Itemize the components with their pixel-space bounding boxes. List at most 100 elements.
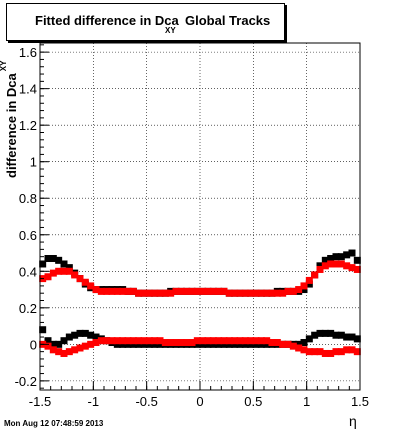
data-point [337,331,345,339]
data-point [44,337,52,345]
x-tick-label: 0 [196,394,203,409]
data-point [343,262,351,270]
data-point [65,264,73,272]
data-point [55,348,63,356]
data-point [252,289,260,297]
data-point [337,260,345,268]
data-point [332,331,340,339]
data-point [92,286,100,294]
data-point [103,287,111,295]
x-tick-label: -0.5 [135,394,157,409]
y-axis-label-text: difference in Dca [4,73,19,178]
data-point [257,340,265,348]
data-point [305,348,313,356]
data-point [55,267,63,275]
data-point [353,256,361,264]
data-point [300,339,308,347]
data-point [353,335,361,343]
data-point [188,287,196,295]
y-tick-label: 0.2 [19,301,37,316]
data-point [247,289,255,297]
data-point [225,289,233,297]
x-tick-label: 0.5 [244,394,262,409]
data-point [124,340,132,348]
data-point [321,329,329,337]
data-point [257,289,265,297]
data-point [199,337,207,345]
data-point [145,289,153,297]
data-point [65,267,73,275]
chart-title-prefix: Fitted difference in Dca [35,13,179,28]
data-point [209,340,217,348]
data-point [327,349,335,357]
data-point [247,337,255,345]
data-point [177,287,185,295]
data-point [273,289,281,297]
y-tick-label: 0.4 [19,264,37,279]
data-point [321,262,329,270]
x-tick-label: -1 [88,394,100,409]
data-point [273,339,281,347]
data-point [289,287,297,295]
data-point [225,340,233,348]
data-point [215,287,223,295]
data-point [97,287,105,295]
data-point [220,287,228,295]
data-point [279,340,287,348]
data-point [236,289,244,297]
data-point [204,337,212,345]
data-point [76,329,84,337]
data-point [60,337,68,345]
data-point [55,340,63,348]
data-point [268,289,276,297]
data-point [103,337,111,345]
data-point [97,337,105,345]
data-point [151,340,159,348]
y-tick-label: 1.2 [19,118,37,133]
data-point [129,287,137,295]
data-point [220,340,228,348]
data-point [81,329,89,337]
timestamp-footer: Mon Aug 12 07:48:59 2013 [4,419,104,428]
data-point [124,337,132,345]
data-point [348,333,356,341]
data-point [337,253,345,261]
data-point [316,265,324,273]
data-point [327,329,335,337]
data-point [188,339,196,347]
data-point [353,348,361,356]
data-point [327,260,335,268]
data-point [49,255,57,263]
data-point [183,339,191,347]
data-point [145,340,153,348]
data-point [124,287,132,295]
data-point [220,337,228,345]
data-point [199,287,207,295]
data-point [268,339,276,347]
data-point [49,346,57,354]
title-box: Fitted difference in Dca XY Global Track… [6,3,285,41]
data-point [119,340,127,348]
x-tick-label: -1.5 [29,394,51,409]
data-point [343,333,351,341]
data-point [289,342,297,350]
data-point [44,255,52,263]
data-point [316,348,324,356]
data-point [247,340,255,348]
data-point [44,342,52,350]
data-point [225,337,233,345]
x-axis-label: η [349,413,357,429]
data-point [49,340,57,348]
chart-title-subscript: XY [165,26,176,35]
data-point [252,340,260,348]
data-point [167,289,175,297]
data-point [161,289,169,297]
data-point [343,251,351,259]
y-tick-label: 0 [30,337,37,352]
data-point [108,337,116,345]
data-point [113,287,121,295]
data-point [145,337,153,345]
data-point [284,340,292,348]
data-point [60,349,68,357]
data-point [204,287,212,295]
